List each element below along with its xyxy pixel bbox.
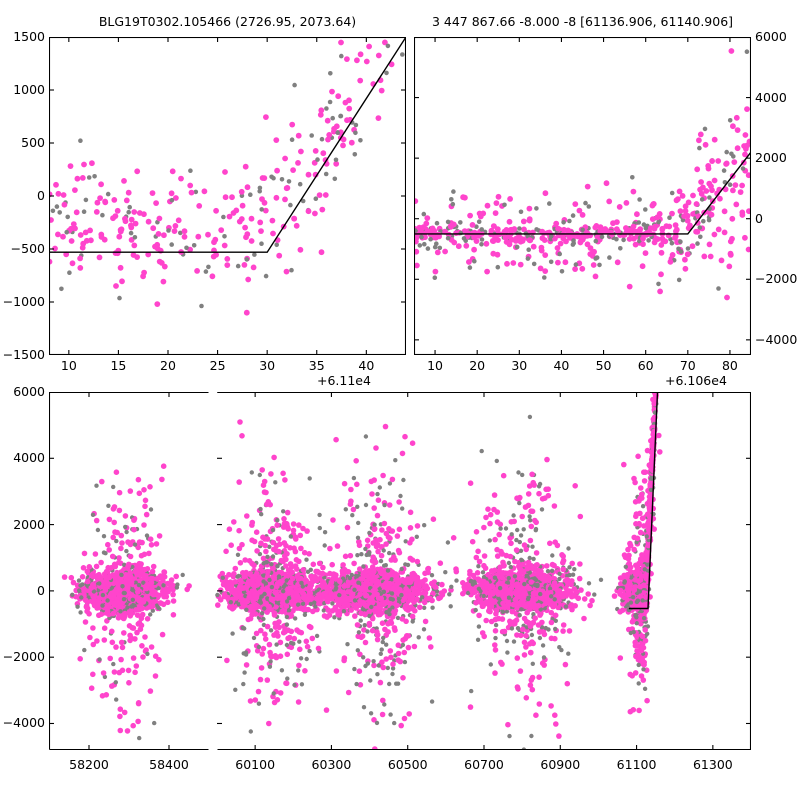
bottom-x-tick-60900: 60900 — [540, 757, 581, 772]
bottom-x-tick-60500: 60500 — [387, 757, 428, 772]
top-right-panel — [414, 37, 751, 355]
top-right-x-tick-10: 10 — [427, 358, 444, 373]
top-left-panel — [49, 37, 406, 355]
bottom-y-tick-4000: 4000 — [13, 450, 45, 466]
top-left-data-points — [49, 39, 405, 316]
top-left-x-tick-10: 10 — [60, 358, 77, 373]
top-right-x-offset-label: +6.106e4 — [665, 373, 727, 388]
top-right-x-tick-30: 30 — [511, 358, 528, 373]
bottom-y-tick--2000: −2000 — [2, 649, 45, 665]
top-right-y-tick-4000: 4000 — [755, 89, 787, 105]
top-left-y-tick--1000: −1000 — [2, 294, 45, 309]
top-right-x-tick-60: 60 — [637, 358, 654, 373]
bottom-y-tick-2000: 2000 — [13, 516, 45, 532]
top-left-x-tick-40: 40 — [358, 358, 375, 373]
bottom-x-tick-60700: 60700 — [464, 757, 504, 772]
top-left-fit-line — [49, 37, 406, 253]
bottom-panel — [49, 392, 751, 750]
top-left-y-tick-0: 0 — [37, 188, 45, 203]
bottom-y-tick-6000: 6000 — [13, 384, 45, 399]
top-left-x-tick-35: 35 — [308, 358, 325, 373]
top-left-y-tick-1500: 1500 — [13, 29, 45, 44]
bottom-right-data-points — [215, 392, 663, 750]
top-right-y-tick-2000: 2000 — [755, 150, 787, 166]
bottom-fit-line — [628, 392, 659, 610]
top-right-fit-line — [414, 151, 751, 235]
top-right-plot-area — [414, 37, 751, 355]
top-right-y-tick-0: 0 — [755, 210, 763, 226]
top-right-y-tick-6000: 6000 — [755, 29, 787, 44]
bottom-y-tick-0: 0 — [37, 582, 45, 598]
top-left-panel-title: BLG19T0302.105466 (2726.95, 2073.64) — [98, 14, 357, 29]
bottom-x-tick-61300: 61300 — [692, 757, 733, 772]
top-right-x-tick-50: 50 — [595, 358, 612, 373]
top-left-x-tick-20: 20 — [160, 358, 176, 373]
bottom-x-tick-58400: 58400 — [149, 757, 189, 772]
bottom-y-tick--4000: −4000 — [2, 715, 45, 731]
bottom-x-tick-61100: 61100 — [616, 757, 657, 772]
bottom-x-tick-58200: 58200 — [69, 757, 109, 772]
bottom-plot-area — [49, 392, 751, 750]
top-right-x-tick-80: 80 — [721, 358, 738, 373]
bottom-left-data-points — [61, 463, 192, 741]
top-right-panel-title: 3 447 867.66 -8.000 -8 [61136.906, 61140… — [431, 14, 734, 29]
top-right-x-tick-20: 20 — [469, 358, 486, 373]
top-left-plot-area — [49, 37, 406, 355]
top-left-y-tick-1000: 1000 — [13, 82, 45, 97]
top-left-x-tick-15: 15 — [110, 358, 127, 373]
bottom-x-tick-60100: 60100 — [235, 757, 276, 772]
top-right-y-tick--4000: −4000 — [755, 331, 798, 347]
top-left-x-tick-25: 25 — [209, 358, 226, 373]
top-right-x-tick-70: 70 — [679, 358, 696, 373]
top-left-y-tick-500: 500 — [21, 135, 45, 150]
top-left-y-tick--1500: −1500 — [2, 347, 45, 362]
top-right-y-tick--2000: −2000 — [755, 271, 798, 287]
top-left-x-tick-30: 30 — [259, 358, 276, 373]
top-right-x-tick-40: 40 — [553, 358, 570, 373]
top-left-x-offset-label: +6.11e4 — [317, 373, 371, 388]
top-right-data-points — [414, 48, 751, 301]
bottom-x-tick-60300: 60300 — [311, 757, 352, 772]
top-left-y-tick--500: −500 — [10, 241, 45, 256]
